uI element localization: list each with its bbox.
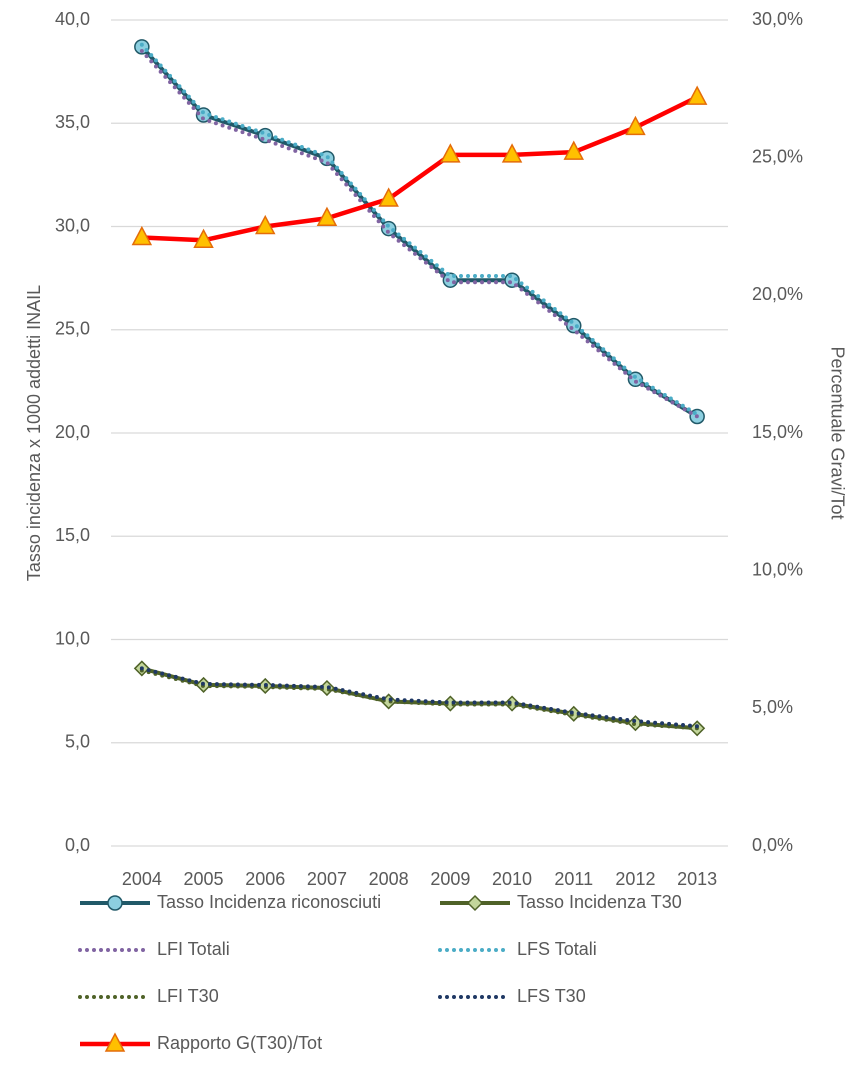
data-point <box>316 206 338 226</box>
x-tick-label: 2012 <box>615 869 655 889</box>
data-point <box>193 228 214 249</box>
legend-label: Rapporto G(T30)/Tot <box>157 1033 322 1053</box>
y-tick-label: 5,0 <box>65 732 90 752</box>
y-tick-label: 0,0 <box>65 835 90 855</box>
y2-tick-label: 15,0% <box>752 422 803 442</box>
y-tick-label: 30,0 <box>55 215 90 235</box>
x-tick-label: 2006 <box>245 869 285 889</box>
y-tick-label: 10,0 <box>55 628 90 648</box>
x-tick-label: 2004 <box>122 869 162 889</box>
legend-label: Tasso Incidenza T30 <box>517 892 682 912</box>
legend-marker <box>466 894 484 912</box>
y-tick-label: 25,0 <box>55 319 90 339</box>
x-tick-label: 2009 <box>430 869 470 889</box>
series-line <box>139 48 700 419</box>
legend-label: LFS T30 <box>517 986 586 1006</box>
legend-label: LFS Totali <box>517 939 597 959</box>
series-line <box>139 666 700 729</box>
data-point <box>380 220 397 237</box>
data-point <box>625 115 646 136</box>
y2-tick-label: 25,0% <box>752 146 803 166</box>
series-line <box>139 42 700 417</box>
legend-label: LFI Totali <box>157 939 230 959</box>
legend-marker <box>107 895 123 911</box>
y2-tick-label: 0,0% <box>752 835 793 855</box>
x-tick-label: 2005 <box>184 869 224 889</box>
x-tick-label: 2010 <box>492 869 532 889</box>
series-line <box>141 95 699 243</box>
y2-axis-title: Percentuale Gravi/Tot <box>827 346 847 519</box>
data-point <box>563 140 584 160</box>
data-point <box>440 143 461 163</box>
y-tick-label: 40,0 <box>55 9 90 29</box>
y-tick-label: 35,0 <box>55 112 90 132</box>
legend-marker <box>104 1032 126 1052</box>
y2-tick-label: 30,0% <box>752 9 803 29</box>
y-axis-title: Tasso incidenza x 1000 addetti INAIL <box>24 285 44 581</box>
data-point <box>378 187 399 207</box>
x-tick-label: 2008 <box>369 869 409 889</box>
y-tick-label: 20,0 <box>55 422 90 442</box>
x-tick-label: 2007 <box>307 869 347 889</box>
legend-label: LFI T30 <box>157 986 219 1006</box>
data-point <box>501 143 523 163</box>
x-tick-label: 2013 <box>677 869 717 889</box>
series-line <box>140 45 699 419</box>
x-tick-label: 2011 <box>554 869 593 889</box>
y-tick-label: 15,0 <box>55 525 90 545</box>
data-point <box>255 214 276 235</box>
data-point <box>686 85 708 105</box>
y2-tick-label: 20,0% <box>752 284 803 304</box>
legend-label: Tasso Incidenza riconosciuti <box>157 892 381 912</box>
y2-tick-label: 10,0% <box>752 559 803 579</box>
data-point <box>131 225 153 246</box>
series-line <box>139 668 700 731</box>
y2-tick-label: 5,0% <box>752 697 793 717</box>
